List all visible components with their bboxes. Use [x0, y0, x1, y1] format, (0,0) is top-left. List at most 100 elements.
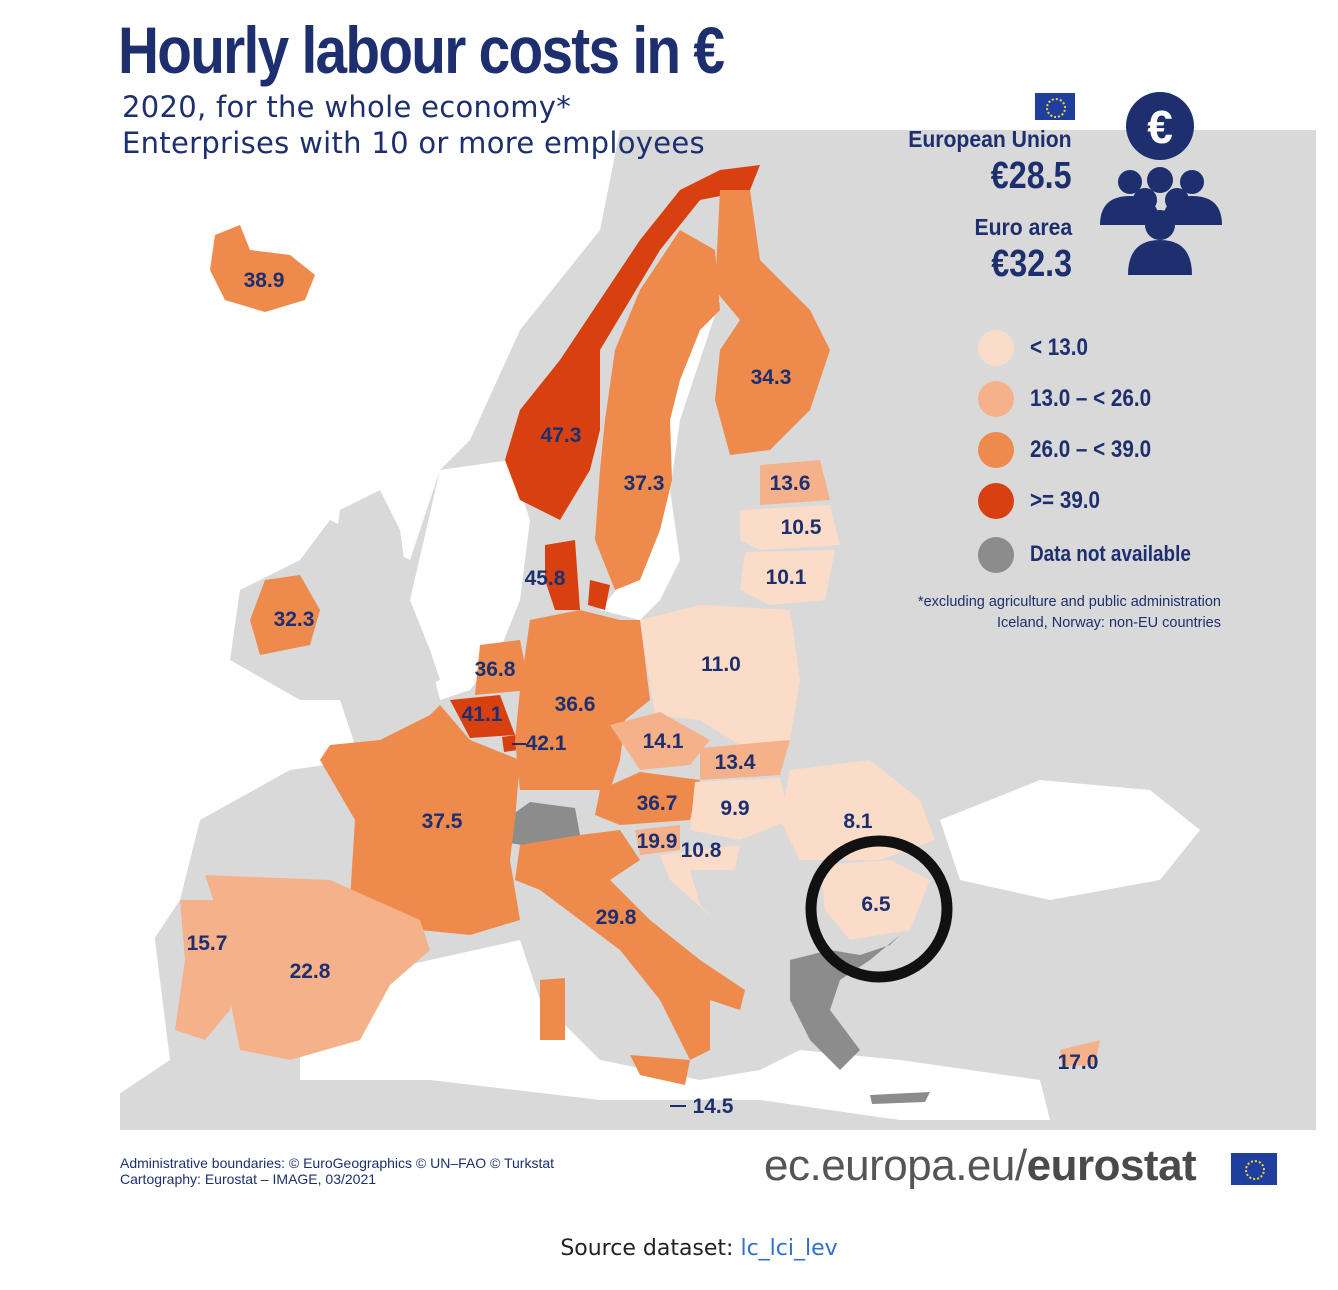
region-portugal: [175, 900, 235, 1040]
region-slovenia: [635, 825, 680, 855]
region-croatia: [660, 845, 740, 920]
footnote-line2: Iceland, Norway: non-EU countries: [996, 615, 1221, 631]
subtitle-scope: Enterprises with 10 or more employees: [122, 126, 705, 160]
label-netherlands: 36.8: [475, 658, 516, 681]
ea-value: €32.3: [991, 243, 1072, 285]
region-netherlands: [475, 640, 530, 695]
label-spain: 22.8: [290, 960, 331, 983]
label-bulgaria: 6.5: [861, 893, 891, 916]
region-czechia: [610, 712, 710, 770]
region-slovakia: [700, 740, 790, 780]
legend-swatch: [978, 483, 1014, 519]
label-denmark: 45.8: [525, 567, 566, 590]
atlantic-sea: [80, 130, 620, 1130]
region-hungary: [690, 778, 790, 840]
legend-label: 13.0 – < 26.0: [1030, 385, 1152, 412]
credits-boundaries: Administrative boundaries: © EuroGeograp…: [120, 1155, 555, 1171]
region-luxembourg: [502, 735, 518, 752]
footnote-line1: *excluding agriculture and public admini…: [917, 594, 1221, 610]
region-latvia: [740, 505, 840, 550]
region-italy: [515, 830, 745, 1060]
region-belgium: [450, 695, 515, 738]
label-austria: 36.7: [637, 792, 678, 815]
label-hungary: 9.9: [720, 797, 749, 820]
label-croatia: 10.8: [681, 839, 722, 862]
label-italy: 29.8: [596, 906, 637, 929]
label-romania: 8.1: [843, 810, 873, 833]
eu-flag-icon: [1034, 92, 1076, 121]
label-finland: 34.3: [751, 366, 792, 389]
region-cyprus: [1060, 1040, 1100, 1066]
legend-swatch: [978, 330, 1014, 366]
region-spain: [205, 875, 430, 1060]
region-france: [320, 705, 520, 935]
label-norway: 47.3: [541, 424, 582, 447]
region-bulgaria: [820, 860, 930, 940]
label-germany: 36.6: [555, 693, 596, 716]
legend-swatch: [978, 381, 1014, 417]
region-switzerland: [505, 802, 580, 848]
label-lithuania: 10.1: [766, 566, 807, 589]
eurostat-brand[interactable]: ec.europa.eu/eurostat: [764, 1141, 1197, 1191]
region-estonia: [760, 460, 830, 505]
region-norway: [505, 165, 760, 520]
label-latvia: 10.5: [781, 516, 822, 539]
label-estonia: 13.6: [770, 472, 811, 495]
label-czechia: 14.1: [643, 730, 684, 753]
legend-label: Data not available: [1030, 541, 1191, 566]
region-romania: [780, 760, 935, 860]
region-crete: [870, 1092, 930, 1104]
mediterranean-sea: [300, 940, 1050, 1120]
map-credits: Administrative boundaries: © EuroGeograp…: [120, 1155, 554, 1187]
legend-swatch: [978, 537, 1014, 573]
ea-label: Euro area: [974, 214, 1072, 240]
label-ireland: 32.3: [274, 608, 315, 631]
subtitle-year: 2020, for the whole economy*: [122, 90, 572, 124]
uk-land: [330, 490, 440, 700]
region-iceland: [210, 225, 315, 312]
label-poland: 11.0: [701, 653, 741, 676]
region-sardinia: [540, 978, 565, 1040]
region-germany: [515, 610, 650, 790]
region-denmark: [545, 540, 610, 610]
region-austria: [595, 772, 700, 825]
labour-people-icon: €: [1100, 92, 1222, 275]
label-cyprus: 17.0: [1058, 1051, 1099, 1074]
label-france: 37.5: [422, 810, 463, 833]
eu-flag-icon: [1230, 1152, 1278, 1186]
legend-label: < 13.0: [1030, 334, 1088, 361]
eu-headline: European Union €28.5: [894, 126, 1072, 198]
black-sea: [940, 780, 1200, 900]
source-line: Source dataset: lc_lci_lev: [0, 1236, 1338, 1261]
brand-prefix: ec.europa.eu/: [764, 1141, 1027, 1190]
region-lithuania: [740, 550, 835, 605]
label-slovakia: 13.4: [715, 751, 756, 774]
label-slovenia: 19.9: [637, 830, 678, 853]
legend-label: >= 39.0: [1030, 487, 1101, 514]
legend-label: 26.0 – < 39.0: [1030, 436, 1152, 463]
source-label: Source dataset:: [560, 1236, 734, 1261]
eu-label: European Union: [908, 126, 1072, 152]
svg-text:€: €: [1147, 101, 1173, 153]
brand-bold: eurostat: [1026, 1141, 1197, 1190]
source-dataset-link[interactable]: lc_lci_lev: [740, 1236, 838, 1261]
page-title: Hourly labour costs in €: [118, 13, 725, 87]
ea-headline: Euro area €32.3: [966, 214, 1072, 286]
label-malta: 14.5: [693, 1095, 734, 1118]
north-sea: [410, 460, 530, 700]
region-ireland: [250, 575, 320, 655]
region-sweden: [595, 230, 720, 590]
label-belgium: 41.1: [462, 703, 503, 726]
label-iceland: 38.9: [244, 269, 285, 292]
footnote: *excluding agriculture and public admini…: [918, 592, 1221, 634]
legend-swatch: [978, 432, 1014, 468]
region-finland: [715, 190, 830, 455]
label-portugal: 15.7: [187, 932, 228, 955]
highlight-circle: [805, 835, 953, 983]
region-sicily: [630, 1055, 690, 1085]
region-poland: [640, 605, 800, 745]
label-luxembourg: 42.1: [526, 732, 567, 755]
label-sweden: 37.3: [624, 472, 665, 495]
